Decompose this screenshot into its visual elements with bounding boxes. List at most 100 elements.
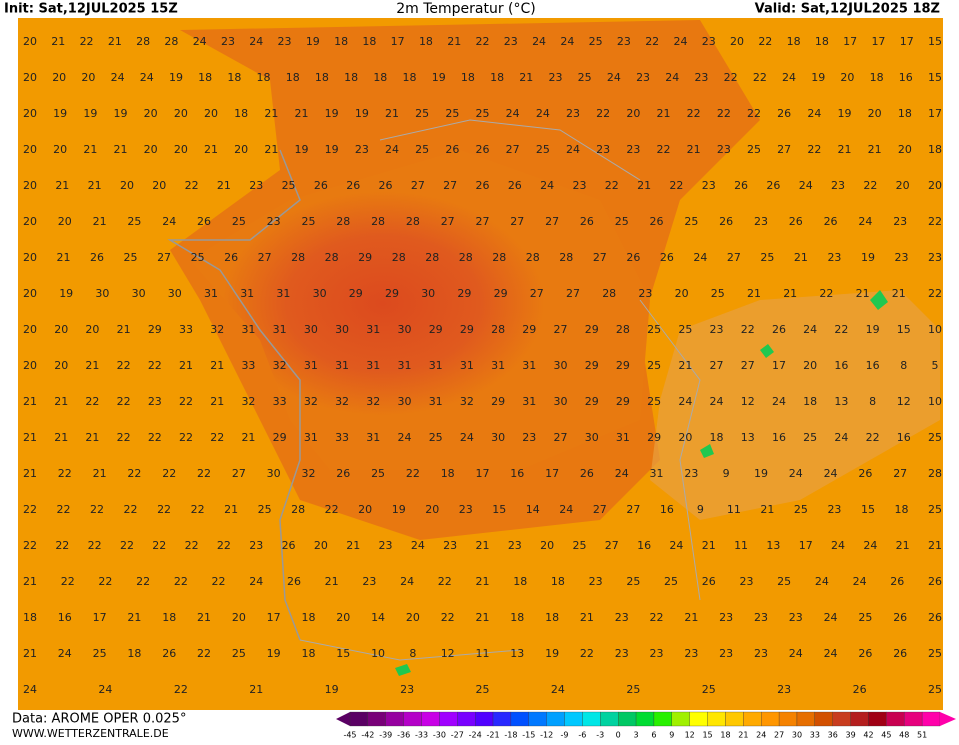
temp-label: 18 (227, 71, 241, 84)
temp-label: 32 (460, 395, 474, 408)
temp-label: 19 (267, 647, 281, 660)
temp-label: 29 (457, 287, 471, 300)
temp-label: 31 (397, 359, 411, 372)
colorbar-tick-label: 48 (899, 731, 909, 740)
temp-label: 29 (494, 287, 508, 300)
temp-label: 32 (210, 323, 224, 336)
temp-label: 28 (392, 251, 406, 264)
temperature-labels: 20 21 22 21 28 28 24 23 24 23 19 18 18 17 18 21 22 23 24 24… (23, 35, 942, 696)
temp-label: 27 (510, 215, 524, 228)
colorbar-tick-label: -42 (361, 731, 374, 740)
temp-label: 23 (615, 647, 629, 660)
temp-label: 26 (508, 179, 522, 192)
temp-label: 20 (85, 323, 99, 336)
temp-label: 21 (204, 143, 218, 156)
temp-label: 22 (866, 431, 880, 444)
temp-label: 23 (508, 539, 522, 552)
temp-label: 27 (605, 539, 619, 552)
colorbar-segment (635, 711, 655, 727)
temp-label: 29 (585, 323, 599, 336)
temp-label: 21 (93, 467, 107, 480)
temp-label: 18 (510, 611, 524, 624)
colorbar-segment (439, 711, 458, 727)
colorbar: -45 -42 -39 -36 -33 -30 -27 -24 -21 -18 -15 -12 -9 -6… (336, 711, 956, 740)
temp-label: 24 (140, 71, 154, 84)
temp-label: 25 (476, 107, 490, 120)
temp-label: 25 (572, 539, 586, 552)
temp-label: 30 (132, 287, 146, 300)
temp-label: 19 (811, 71, 825, 84)
data-source: Data: AROME OPER 0.025° (12, 712, 186, 727)
temp-label: 23 (459, 503, 473, 516)
temp-label: 26 (197, 215, 211, 228)
temp-label: 25 (371, 467, 385, 480)
temp-label: 30 (267, 467, 281, 480)
temp-label: 26 (890, 575, 904, 588)
colorbar-segment (528, 711, 547, 727)
temp-label: 23 (636, 71, 650, 84)
temp-label: 16 (897, 431, 911, 444)
temp-label: 25 (232, 215, 246, 228)
temp-label: 28 (336, 215, 350, 228)
temp-label: 21 (23, 431, 37, 444)
temp-label: 19 (169, 71, 183, 84)
temp-label: 26 (476, 179, 490, 192)
temp-label: 19 (325, 143, 339, 156)
temp-label: 22 (687, 107, 701, 120)
temp-label: 20 (52, 71, 66, 84)
temp-label: 21 (637, 179, 651, 192)
temp-label: 30 (397, 323, 411, 336)
temp-label: 25 (794, 503, 808, 516)
temp-label: 31 (304, 431, 318, 444)
temp-label: 32 (304, 395, 318, 408)
temp-label: 24 (789, 647, 803, 660)
colorbar-tick-label: 33 (810, 731, 820, 740)
temp-label: 22 (185, 539, 199, 552)
temp-label: 21 (57, 251, 71, 264)
temp-label: 27 (443, 179, 457, 192)
temp-label: 21 (794, 251, 808, 264)
colorbar-tick-label: -39 (379, 731, 392, 740)
colorbar-segment (886, 711, 905, 727)
temp-label: 21 (85, 431, 99, 444)
temp-label: 22 (197, 647, 211, 660)
temp-label: 26 (789, 215, 803, 228)
temp-label: 29 (148, 323, 162, 336)
colorbar-tick-label: 0 (616, 731, 621, 740)
temp-label: 25 (858, 611, 872, 624)
temp-label: 16 (834, 359, 848, 372)
temp-label: 25 (127, 215, 141, 228)
temp-label: 27 (232, 467, 246, 480)
temp-label: 23 (249, 179, 263, 192)
temp-label: 26 (719, 215, 733, 228)
temp-label: 16 (58, 611, 72, 624)
temp-label: 26 (928, 575, 942, 588)
temp-label: 26 (777, 107, 791, 120)
temp-label: 21 (580, 611, 594, 624)
temp-label: 18 (898, 107, 912, 120)
temp-label: 23 (572, 179, 586, 192)
temp-label: 24 (673, 35, 687, 48)
temp-label: 18 (461, 71, 475, 84)
temp-label: 22 (669, 179, 683, 192)
temp-label: 21 (325, 575, 339, 588)
temp-label: 20 (58, 215, 72, 228)
temp-label: 27 (506, 143, 520, 156)
temp-label: 12 (741, 395, 755, 408)
temp-label: 20 (23, 323, 37, 336)
temp-label: 24 (853, 575, 867, 588)
temp-label: 21 (23, 395, 37, 408)
temp-label: 26 (90, 251, 104, 264)
temp-label: 22 (406, 467, 420, 480)
temp-label: 18 (513, 575, 527, 588)
colorbar-segment (814, 711, 833, 727)
temp-label: 17 (843, 35, 857, 48)
temp-label: 33 (241, 359, 255, 372)
temp-label: 24 (815, 575, 829, 588)
temp-label: 24 (665, 71, 679, 84)
temp-label: 23 (638, 287, 652, 300)
temp-label: 16 (660, 503, 674, 516)
temp-label: 24 (863, 539, 877, 552)
temp-label: 28 (559, 251, 573, 264)
temp-label: 28 (526, 251, 540, 264)
